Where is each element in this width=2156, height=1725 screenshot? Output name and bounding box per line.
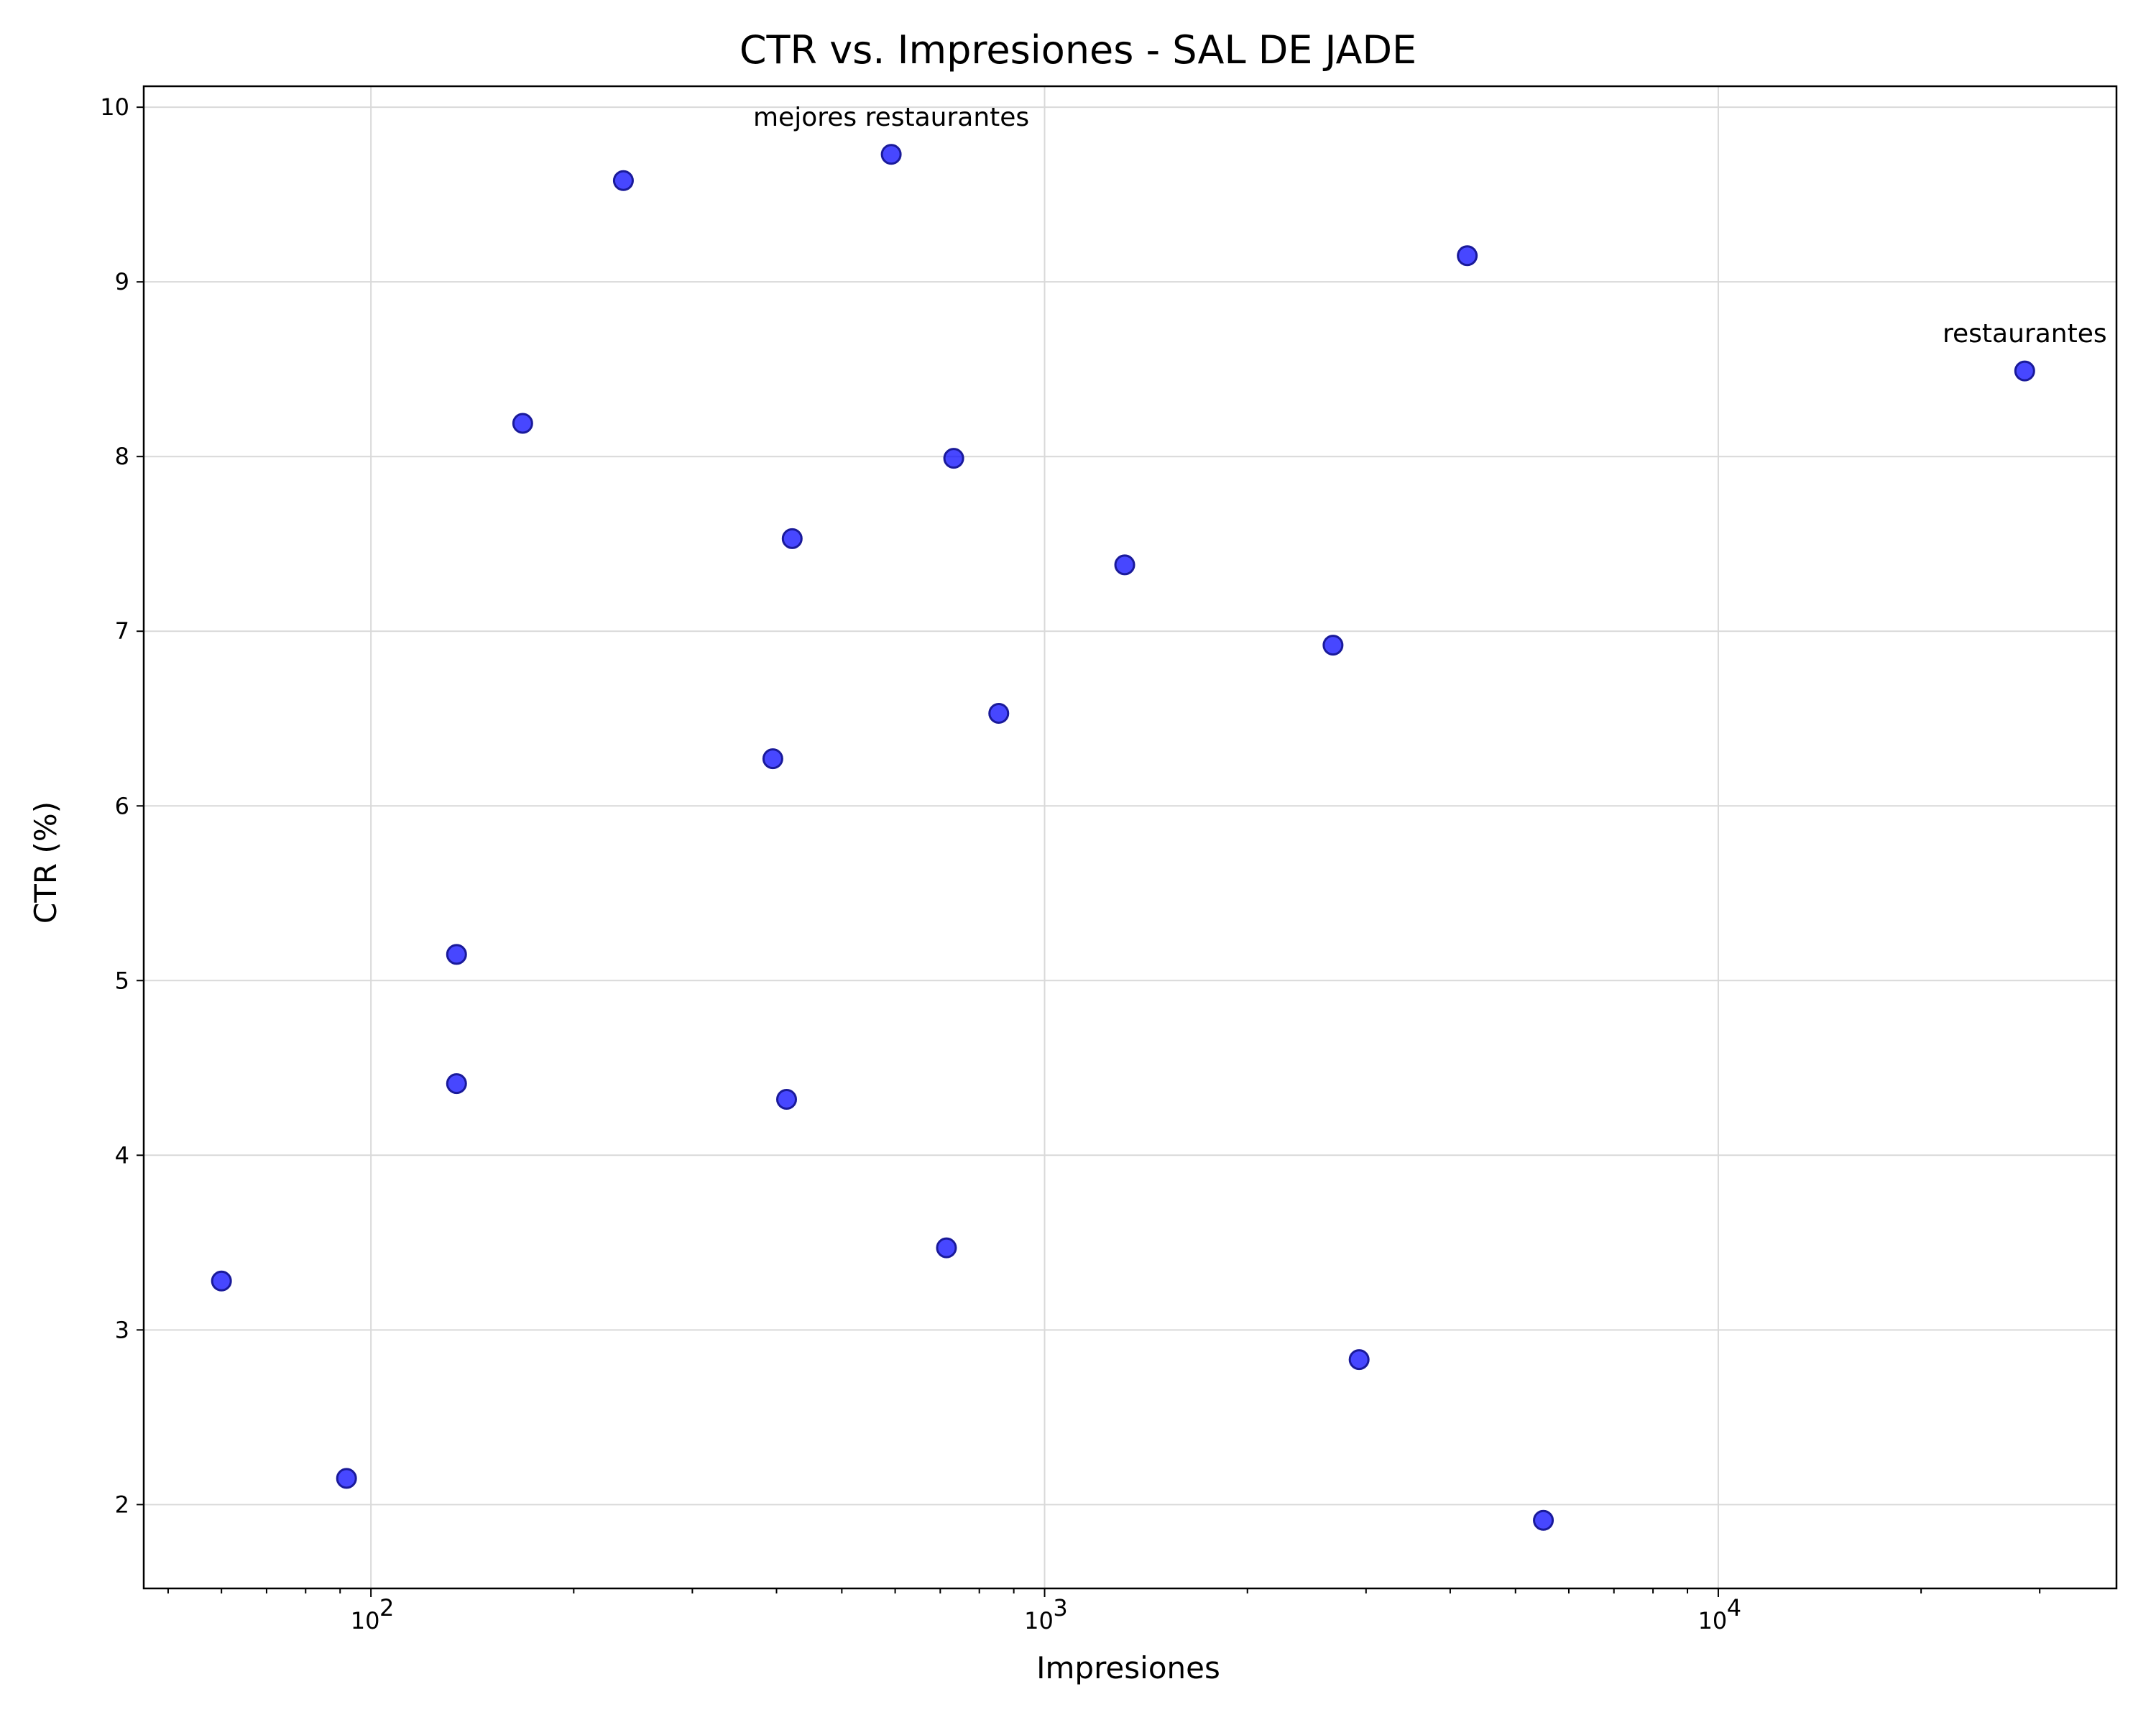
grid (144, 86, 2116, 1588)
data-point (512, 413, 533, 434)
y-tick-label: 9 (115, 268, 129, 295)
chart-title: CTR vs. Impresiones - SAL DE JADE (740, 27, 1416, 73)
annotations: mejores restaurantes restaurantes (753, 103, 2107, 349)
x-tick-label: 10 (1024, 1607, 1054, 1634)
data-point (446, 1073, 467, 1095)
x-tick-label: 10 (351, 1607, 380, 1634)
y-tick-label: 4 (115, 1141, 129, 1169)
y-tick-label: 7 (115, 617, 129, 645)
data-point (1457, 245, 1478, 267)
data-point (781, 528, 803, 549)
y-tick-label: 10 (100, 93, 129, 121)
data-point (2014, 360, 2035, 382)
x-tick-label-exponent: 4 (1727, 1594, 1741, 1622)
y-tick-label: 6 (115, 792, 129, 819)
data-point (211, 1270, 232, 1292)
point-annotation: restaurantes (1943, 319, 2107, 349)
x-tick-label-exponent: 3 (1053, 1594, 1067, 1622)
data-point (1322, 635, 1344, 656)
data-point (336, 1468, 357, 1489)
x-tick-label-exponent: 2 (379, 1594, 394, 1622)
point-annotation: mejores restaurantes (753, 103, 1029, 132)
data-point (1348, 1349, 1370, 1371)
data-point (762, 748, 783, 770)
data-point (1533, 1509, 1554, 1531)
y-tick-label: 5 (115, 967, 129, 994)
data-point (776, 1089, 798, 1110)
y-tick-label: 3 (115, 1316, 129, 1343)
data-point (936, 1237, 957, 1259)
y-tick-label: 8 (115, 443, 129, 470)
x-tick-label: 10 (1698, 1607, 1728, 1634)
x-axis-label: Impresiones (1036, 1650, 1220, 1685)
y-tick-label: 2 (115, 1491, 129, 1518)
data-point (446, 944, 467, 965)
data-point (943, 448, 964, 469)
data-point (880, 144, 902, 165)
plot-frame (142, 85, 2118, 1590)
data-points (211, 144, 2035, 1531)
data-point (612, 170, 634, 191)
data-point (1114, 554, 1135, 576)
data-point (988, 702, 1010, 724)
y-axis-label: CTR (%) (28, 801, 63, 924)
